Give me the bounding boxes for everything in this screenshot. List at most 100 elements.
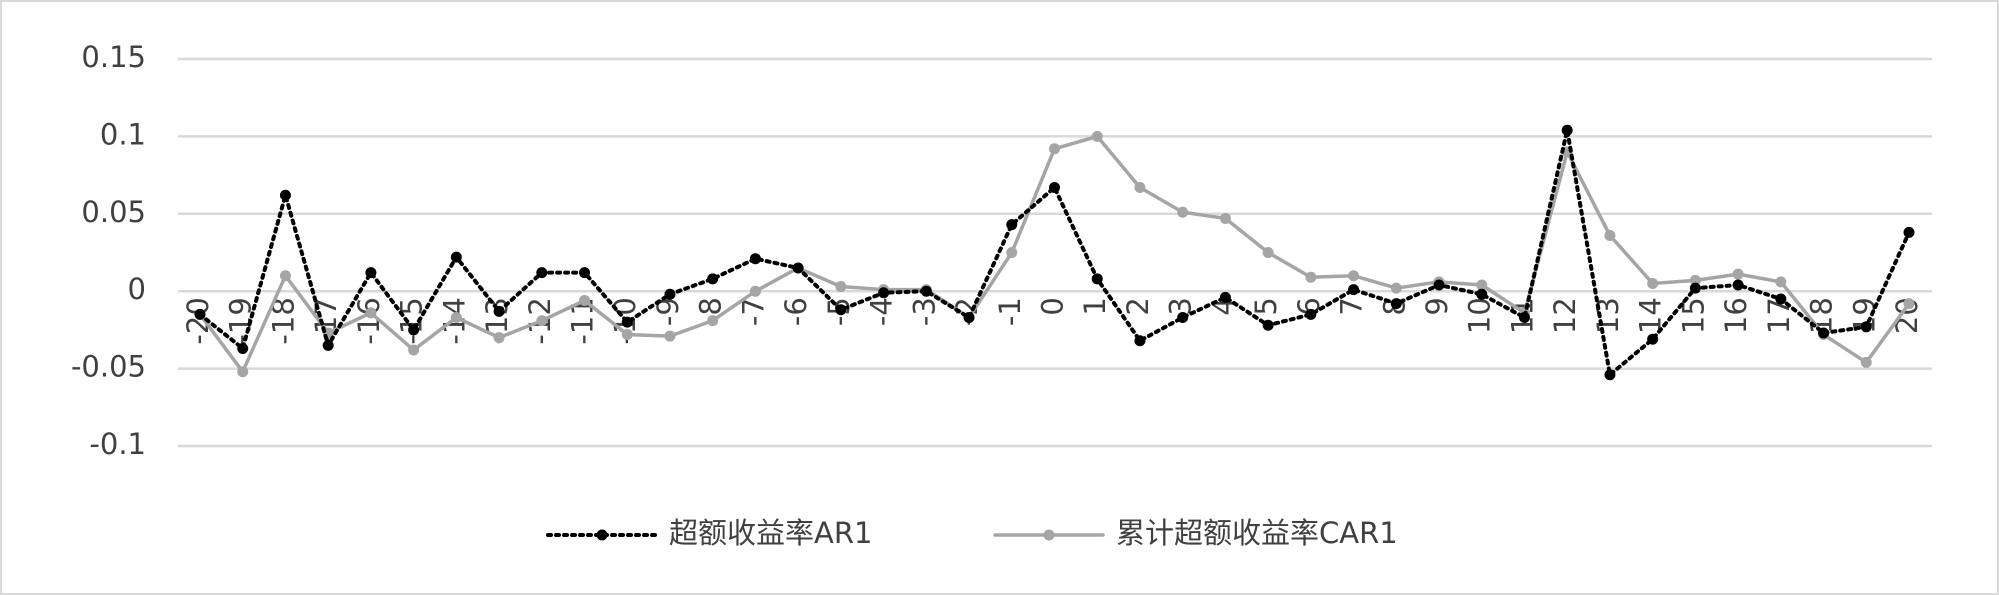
data-point — [1818, 327, 1830, 339]
data-point — [1732, 268, 1744, 280]
data-point — [1177, 312, 1189, 324]
data-point — [1006, 219, 1018, 231]
data-point — [1476, 279, 1488, 291]
data-point — [1390, 282, 1402, 294]
data-point — [1561, 124, 1573, 136]
data-point — [664, 288, 676, 300]
data-point — [1091, 273, 1103, 285]
data-point — [878, 287, 890, 299]
data-point — [450, 251, 462, 263]
data-point — [579, 267, 591, 279]
x-tick-label: 13 — [1591, 297, 1625, 334]
data-point — [664, 330, 676, 342]
y-tick-label: 0.1 — [100, 117, 146, 151]
x-tick-label: 7 — [1335, 297, 1369, 315]
legend-marker — [596, 529, 608, 541]
data-point — [1433, 279, 1445, 291]
data-point — [1775, 276, 1787, 288]
data-point — [1604, 369, 1616, 381]
x-tick-label: -1 — [993, 297, 1027, 326]
x-tick-label: -6 — [779, 297, 813, 326]
data-point — [1134, 181, 1146, 193]
series-line — [198, 129, 1911, 379]
data-point — [1476, 288, 1488, 300]
data-point — [579, 294, 591, 306]
data-point — [493, 332, 505, 344]
data-point — [1134, 335, 1146, 347]
data-point — [1305, 271, 1317, 283]
data-point — [1006, 247, 1018, 258]
data-point — [1647, 333, 1659, 345]
data-point — [1903, 226, 1915, 238]
data-point — [707, 273, 719, 285]
x-tick-label: -4 — [865, 297, 899, 326]
x-tick-label: 3 — [1164, 297, 1198, 315]
data-point — [1647, 277, 1659, 289]
x-tick-label: 2 — [1121, 297, 1155, 315]
data-point — [493, 305, 505, 317]
data-point — [1775, 293, 1787, 305]
data-point — [1903, 298, 1915, 310]
data-point — [621, 329, 633, 341]
data-point — [792, 262, 804, 274]
data-point — [279, 189, 291, 201]
data-point — [237, 342, 249, 354]
data-point — [1049, 181, 1060, 193]
legend-marker — [1043, 529, 1055, 541]
y-tick-label: 0.05 — [81, 195, 146, 229]
data-point — [1177, 206, 1189, 218]
y-tick-label: 0.15 — [81, 40, 146, 74]
x-tick-label: 9 — [1420, 297, 1454, 315]
data-point — [408, 324, 420, 336]
data-point — [408, 344, 420, 356]
data-point — [1305, 308, 1317, 320]
data-point — [237, 366, 249, 378]
data-point — [1518, 312, 1530, 324]
x-tick-label: 16 — [1719, 297, 1753, 334]
data-point — [1390, 298, 1402, 310]
data-point — [963, 312, 975, 324]
data-point — [279, 270, 291, 282]
data-point — [1689, 282, 1701, 294]
data-point — [1348, 270, 1360, 282]
data-point — [835, 281, 847, 293]
data-point — [920, 285, 932, 297]
data-point — [1604, 229, 1616, 241]
data-point — [707, 315, 719, 327]
data-point — [1689, 274, 1701, 286]
data-point — [1219, 291, 1231, 303]
x-tick-label: 1 — [1078, 297, 1112, 315]
data-point — [322, 339, 334, 351]
data-point — [1262, 247, 1274, 258]
data-point — [835, 304, 847, 316]
data-point — [536, 315, 548, 327]
data-point — [1732, 279, 1744, 291]
data-point — [365, 307, 377, 319]
y-tick-label: -0.1 — [89, 427, 146, 461]
data-point — [1219, 212, 1231, 224]
data-point — [194, 308, 206, 320]
data-point — [1348, 284, 1360, 296]
data-point — [1262, 319, 1274, 331]
x-tick-label: 5 — [1249, 297, 1283, 315]
data-point — [1860, 321, 1872, 333]
x-tick-label: 12 — [1548, 297, 1582, 334]
y-tick-label: 0 — [128, 272, 146, 306]
x-tick-label: -3 — [907, 297, 941, 326]
x-tick-label: 10 — [1463, 297, 1497, 334]
data-point — [1049, 143, 1060, 155]
y-tick-label: -0.05 — [71, 350, 146, 384]
data-point — [749, 285, 761, 297]
data-point — [365, 267, 377, 279]
legend-label: 超额收益率AR1 — [669, 516, 872, 550]
data-point — [1860, 356, 1872, 368]
x-tick-label: 0 — [1036, 297, 1070, 315]
data-point — [621, 316, 633, 328]
data-point — [450, 312, 462, 324]
data-point — [749, 253, 761, 265]
legend-label: 累计超额收益率CAR1 — [1116, 516, 1398, 550]
data-point — [536, 267, 548, 279]
data-point — [1091, 130, 1103, 142]
